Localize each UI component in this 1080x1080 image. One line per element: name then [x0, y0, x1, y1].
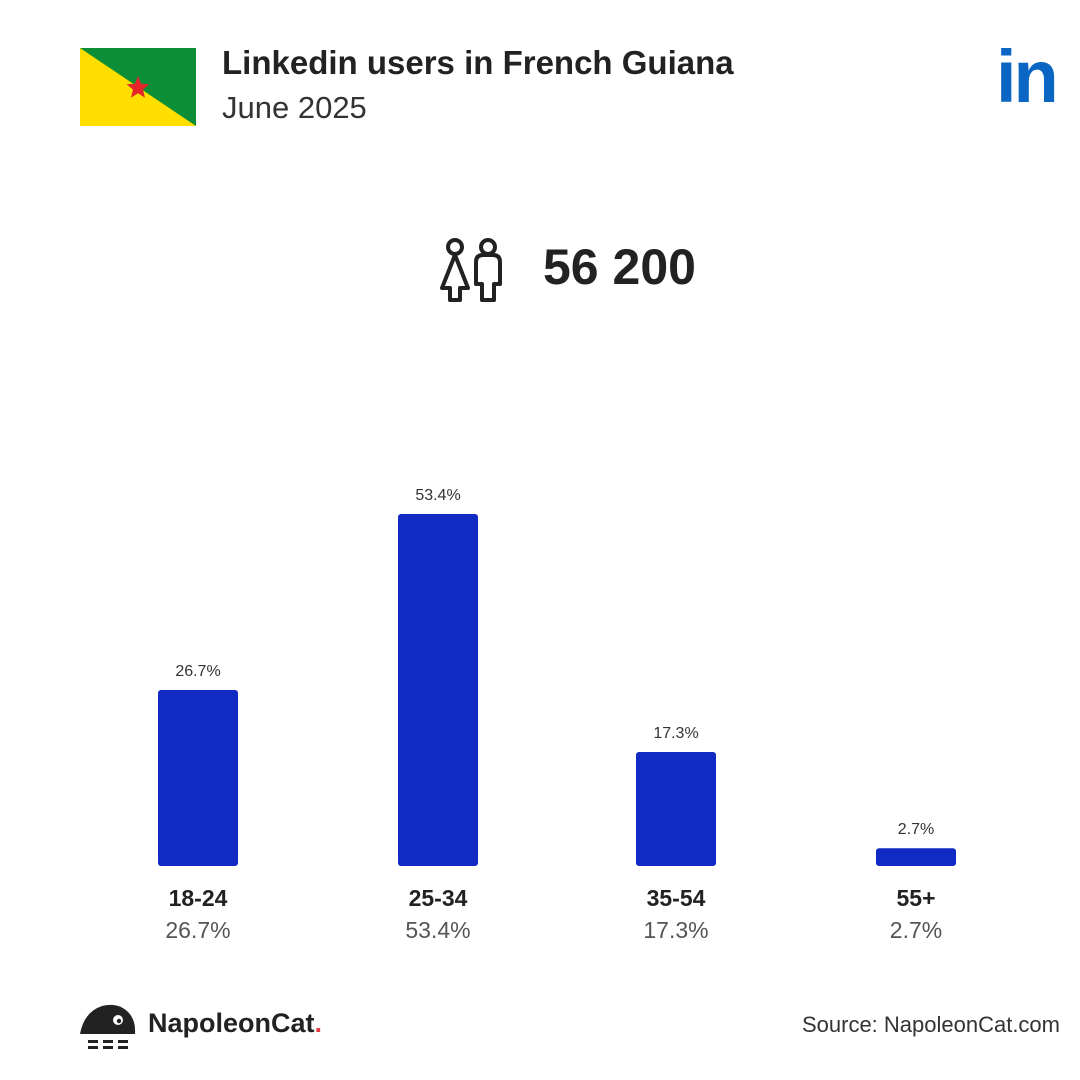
bar-35-54	[636, 751, 716, 866]
bar-value-label: 17.3%	[653, 725, 698, 742]
source-text: Source: NapoleonCat.com	[801, 1012, 1060, 1037]
category-label: 35-54	[647, 885, 706, 911]
bar-25-34	[398, 514, 478, 866]
bar-55+	[876, 848, 956, 866]
napoleoncat-icon	[80, 1004, 136, 1049]
total-users: 56 200	[543, 239, 696, 295]
category-percent: 26.7%	[165, 917, 230, 943]
bar-value-label: 2.7%	[898, 821, 934, 838]
age-bar-chart: 26.7% 18-24 26.7% 53.4% 25-34 53.4% 17.3% 35-54…	[158, 487, 956, 943]
bar-18-24	[158, 690, 238, 866]
page-subtitle: June 2025	[222, 90, 367, 125]
page-title: Linkedin users in French Guiana	[222, 44, 734, 81]
bar-value-label: 26.7%	[175, 663, 220, 680]
star-icon	[126, 76, 150, 98]
linkedin-icon: in	[996, 35, 1059, 118]
category-percent: 53.4%	[405, 917, 470, 943]
people-icon	[440, 238, 502, 302]
category-percent: 2.7%	[890, 917, 942, 943]
category-percent: 17.3%	[643, 917, 708, 943]
category-label: 25-34	[409, 885, 468, 911]
category-label: 18-24	[169, 885, 228, 911]
bar-value-label: 53.4%	[415, 487, 460, 504]
brand-name: NapoleonCat.	[148, 1008, 323, 1038]
french-guiana-flag	[80, 48, 196, 126]
category-label: 55+	[896, 885, 935, 911]
